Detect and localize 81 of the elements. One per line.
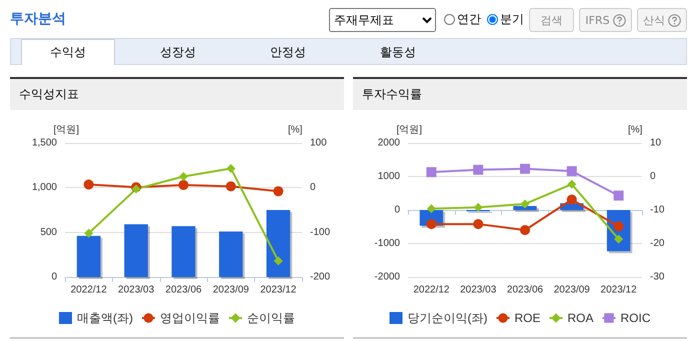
point: [273, 186, 284, 196]
x-tick-label: 2023/09: [212, 284, 250, 296]
point: [474, 202, 483, 212]
y-tick-label: -2000: [374, 272, 400, 282]
legend-label: ROA: [567, 311, 594, 325]
y-tick-label: -1000: [374, 238, 400, 249]
chart-title: 투자수익률: [353, 79, 687, 110]
x-tick-label: 2023/06: [506, 284, 544, 296]
y-tick-label: 0: [394, 204, 400, 216]
x-tick-label: 2023/06: [165, 284, 202, 296]
text: 분기: [500, 11, 524, 28]
point: [226, 181, 236, 192]
y-tick-label: 1,500: [32, 138, 58, 148]
bar: [266, 210, 290, 277]
legend-label: ROE: [514, 311, 541, 325]
legend-label: 당기순이익(좌): [408, 311, 488, 325]
text: 성장성: [159, 44, 197, 60]
y2-axis-title: [%]: [628, 124, 643, 136]
text: 연간: [457, 11, 481, 28]
point: [426, 204, 436, 214]
y2-tick-label: -200: [310, 272, 330, 282]
x-tick-label: 2022/12: [70, 284, 108, 296]
bar: [172, 226, 196, 277]
point: [84, 180, 94, 190]
text: 수익성: [21, 39, 115, 65]
y-tick-label: 500: [40, 226, 58, 238]
y-axis-title: [억원]: [53, 124, 80, 136]
x-tick-label: 2023/09: [554, 284, 590, 296]
text: 산식: [643, 12, 665, 28]
y2-tick-label: 10: [650, 138, 662, 148]
legend-label: 매출액(좌): [77, 311, 134, 325]
point: [426, 167, 436, 178]
x-tick-label: 2022/12: [413, 284, 450, 296]
text: IFRS: [585, 14, 610, 26]
point: [274, 256, 283, 266]
point: [567, 180, 576, 189]
y2-tick-label: -20: [650, 238, 665, 249]
legend-label: 영업이익률: [160, 311, 220, 325]
text: 활동성: [379, 44, 417, 60]
y-tick-label: 1000: [378, 171, 400, 182]
bar: [76, 236, 101, 277]
point: [520, 164, 530, 174]
y-tick-label: 1,000: [32, 182, 58, 194]
point: [520, 199, 530, 208]
bar: [513, 206, 537, 210]
point: [473, 219, 484, 230]
point: [566, 194, 577, 205]
text: 투자분석: [10, 10, 66, 28]
text: 검색: [529, 8, 574, 32]
point: [426, 219, 436, 230]
text: 주재무제표: [329, 8, 436, 32]
point: [614, 234, 624, 244]
point: [84, 228, 94, 238]
y2-tick-label: -30: [650, 272, 665, 282]
point: [132, 184, 141, 194]
point: [614, 190, 624, 201]
x-tick-label: 2023/03: [460, 284, 497, 296]
point: [179, 172, 188, 181]
point: [473, 164, 484, 175]
x-tick-label: 2023/03: [118, 284, 155, 296]
point: [520, 225, 530, 236]
text: 안정성: [269, 44, 307, 60]
legend-label: 순이익률: [246, 311, 295, 325]
chart-title: 수익성지표: [10, 79, 344, 110]
point: [566, 166, 577, 176]
y2-tick-label: 100: [310, 138, 328, 148]
y2-tick-label: -10: [650, 204, 665, 216]
y2-tick-label: -100: [310, 226, 330, 238]
bar: [219, 231, 243, 277]
y-tick-label: 2000: [378, 138, 400, 148]
x-tick-label: 2023/12: [600, 284, 638, 296]
y-axis-title: [억원]: [396, 124, 422, 136]
y2-axis-title: [%]: [288, 124, 303, 136]
point: [226, 164, 236, 173]
y2-tick-label: 0: [650, 171, 656, 182]
y2-tick-label: 0: [310, 182, 316, 194]
bar: [124, 224, 148, 277]
point: [178, 180, 188, 190]
legend-label: ROIC: [620, 311, 651, 325]
x-tick-label: 2023/12: [260, 284, 297, 296]
y-tick-label: 0: [51, 272, 58, 282]
